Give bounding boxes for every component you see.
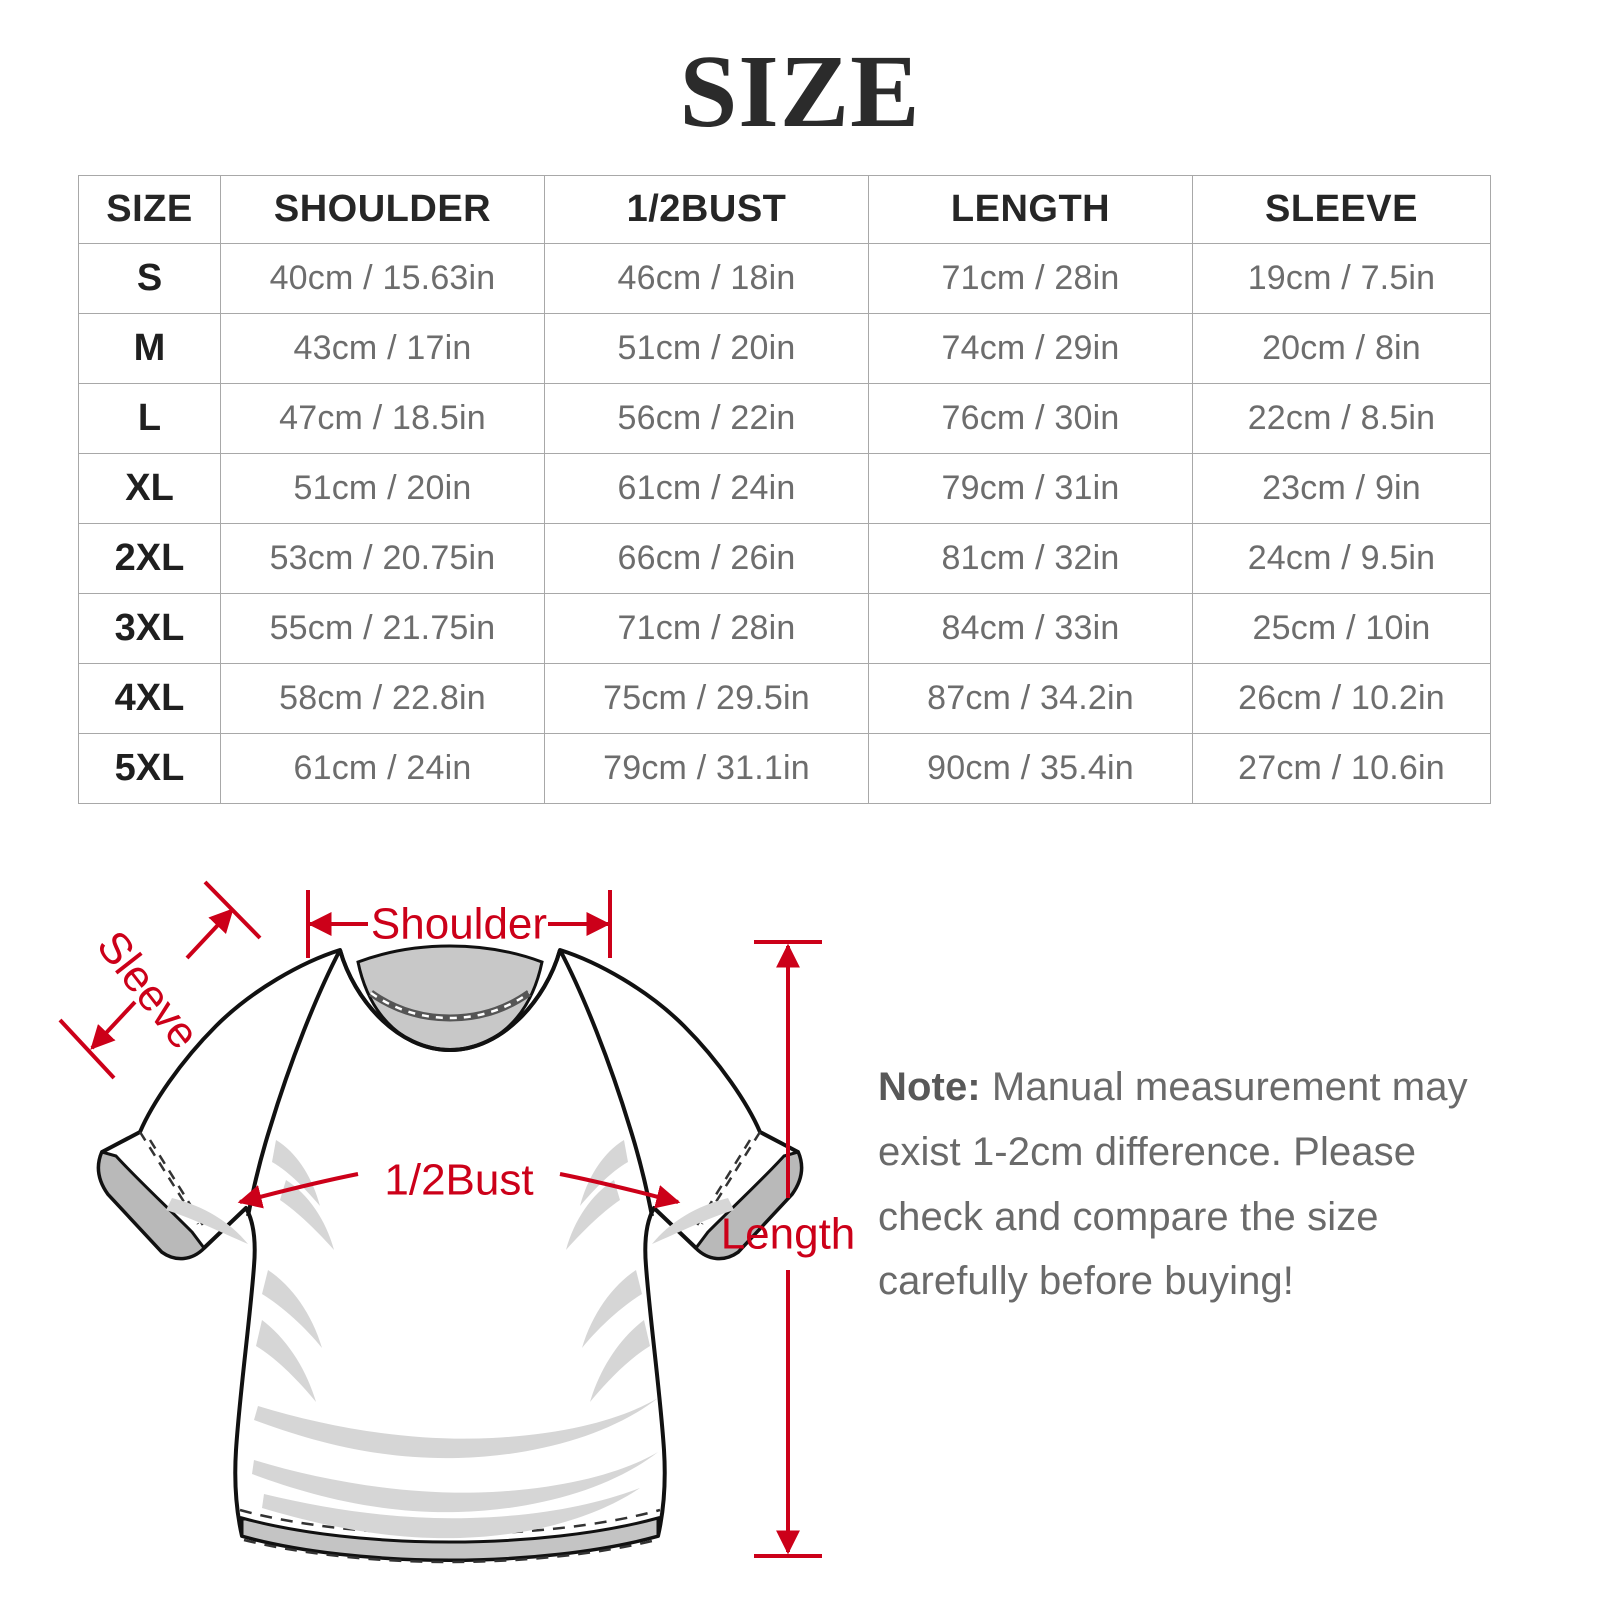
table-row: L 47cm / 18.5in 56cm / 22in 76cm / 30in … bbox=[78, 383, 1491, 454]
left-sleeve-cuff-shading bbox=[97, 1150, 206, 1260]
collar-stitch-dashes bbox=[370, 991, 530, 1020]
cell-length: 87cm / 34.2in bbox=[868, 663, 1193, 734]
cell-sleeve: 26cm / 10.2in bbox=[1192, 663, 1491, 734]
cell-size: 3XL bbox=[78, 593, 221, 664]
bust-dimension-line-right bbox=[559, 1172, 681, 1209]
cell-sleeve: 22cm / 8.5in bbox=[1192, 383, 1491, 454]
bust-label: 1/2Bust bbox=[384, 1156, 533, 1205]
cell-bust: 61cm / 24in bbox=[544, 453, 869, 524]
cell-length: 84cm / 33in bbox=[868, 593, 1193, 664]
right-armhole-seam bbox=[558, 949, 654, 1217]
table-header-row: SIZE SHOULDER 1/2BUST LENGTH SLEEVE bbox=[78, 175, 1491, 244]
column-header-size: SIZE bbox=[78, 175, 221, 244]
cell-sleeve: 20cm / 8in bbox=[1192, 313, 1491, 384]
cell-sleeve: 27cm / 10.6in bbox=[1192, 733, 1491, 804]
cell-length: 81cm / 32in bbox=[868, 523, 1193, 594]
table-row: S 40cm / 15.63in 46cm / 18in 71cm / 28in… bbox=[78, 243, 1491, 314]
table-row: 2XL 53cm / 20.75in 66cm / 26in 81cm / 32… bbox=[78, 523, 1491, 594]
sleeve-tick-lower bbox=[58, 1018, 116, 1080]
table-row: 5XL 61cm / 24in 79cm / 31.1in 90cm / 35.… bbox=[78, 733, 1491, 804]
cell-bust: 66cm / 26in bbox=[544, 523, 869, 594]
cell-sleeve: 24cm / 9.5in bbox=[1192, 523, 1491, 594]
sleeve-dimension-line-lower bbox=[90, 1000, 137, 1050]
cell-sleeve: 19cm / 7.5in bbox=[1192, 243, 1491, 314]
note-label: Note: bbox=[878, 1065, 981, 1109]
collar-rim bbox=[338, 949, 562, 1053]
table-row: M 43cm / 17in 51cm / 20in 74cm / 29in 20… bbox=[78, 313, 1491, 384]
cell-length: 76cm / 30in bbox=[868, 383, 1193, 454]
cell-shoulder: 51cm / 20in bbox=[220, 453, 545, 524]
cell-shoulder: 53cm / 20.75in bbox=[220, 523, 545, 594]
size-chart-table: SIZE SHOULDER 1/2BUST LENGTH SLEEVE S 40… bbox=[78, 175, 1491, 804]
column-header-sleeve: SLEEVE bbox=[1192, 175, 1491, 244]
cell-length: 90cm / 35.4in bbox=[868, 733, 1193, 804]
cell-size: 2XL bbox=[78, 523, 221, 594]
right-sleeve-cuff-shading bbox=[694, 1150, 803, 1260]
cell-size: S bbox=[78, 243, 221, 314]
length-label: Length bbox=[721, 1210, 856, 1259]
cell-bust: 56cm / 22in bbox=[544, 383, 869, 454]
note-block: Note: Manual measurement may exist 1-2cm… bbox=[878, 1055, 1498, 1314]
column-header-length: LENGTH bbox=[868, 175, 1193, 244]
cell-sleeve: 25cm / 10in bbox=[1192, 593, 1491, 664]
cell-shoulder: 47cm / 18.5in bbox=[220, 383, 545, 454]
cell-shoulder: 61cm / 24in bbox=[220, 733, 545, 804]
cell-length: 74cm / 29in bbox=[868, 313, 1193, 384]
cell-length: 79cm / 31in bbox=[868, 453, 1193, 524]
cell-shoulder: 40cm / 15.63in bbox=[220, 243, 545, 314]
cell-shoulder: 58cm / 22.8in bbox=[220, 663, 545, 734]
sleeve-dimension-line-upper bbox=[185, 908, 234, 960]
note-text: Manual measurement may exist 1-2cm diffe… bbox=[878, 1065, 1468, 1304]
page-title: SIZE bbox=[679, 34, 921, 149]
cell-size: M bbox=[78, 313, 221, 384]
size-chart-table-container: SIZE SHOULDER 1/2BUST LENGTH SLEEVE S 40… bbox=[78, 175, 1491, 804]
tshirt-illustration: Shoulder Sleeve 1/2Bust Length bbox=[58, 880, 856, 1564]
cell-size: L bbox=[78, 383, 221, 454]
tshirt-garment bbox=[96, 944, 804, 1564]
table-row: XL 51cm / 20in 61cm / 24in 79cm / 31in 2… bbox=[78, 453, 1491, 524]
fabric-wrinkles bbox=[166, 1140, 734, 1539]
cell-shoulder: 43cm / 17in bbox=[220, 313, 545, 384]
shoulder-label: Shoulder bbox=[371, 900, 547, 949]
cell-bust: 75cm / 29.5in bbox=[544, 663, 869, 734]
cell-sleeve: 23cm / 9in bbox=[1192, 453, 1491, 524]
sleeve-label: Sleeve bbox=[87, 922, 208, 1058]
cell-bust: 46cm / 18in bbox=[544, 243, 869, 314]
bust-dimension-line-left bbox=[237, 1172, 359, 1209]
cell-size: 5XL bbox=[78, 733, 221, 804]
column-header-shoulder: SHOULDER bbox=[220, 175, 545, 244]
column-header-bust: 1/2BUST bbox=[544, 175, 869, 244]
table-row: 4XL 58cm / 22.8in 75cm / 29.5in 87cm / 3… bbox=[78, 663, 1491, 734]
cell-length: 71cm / 28in bbox=[868, 243, 1193, 314]
table-row: 3XL 55cm / 21.75in 71cm / 28in 84cm / 33… bbox=[78, 593, 1491, 664]
bottom-hem-shading bbox=[240, 1516, 660, 1562]
cell-bust: 51cm / 20in bbox=[544, 313, 869, 384]
cell-size: 4XL bbox=[78, 663, 221, 734]
cell-size: XL bbox=[78, 453, 221, 524]
cell-bust: 71cm / 28in bbox=[544, 593, 869, 664]
cell-shoulder: 55cm / 21.75in bbox=[220, 593, 545, 664]
measurement-diagram: Shoulder Sleeve 1/2Bust Length bbox=[0, 830, 1600, 1600]
cell-bust: 79cm / 31.1in bbox=[544, 733, 869, 804]
